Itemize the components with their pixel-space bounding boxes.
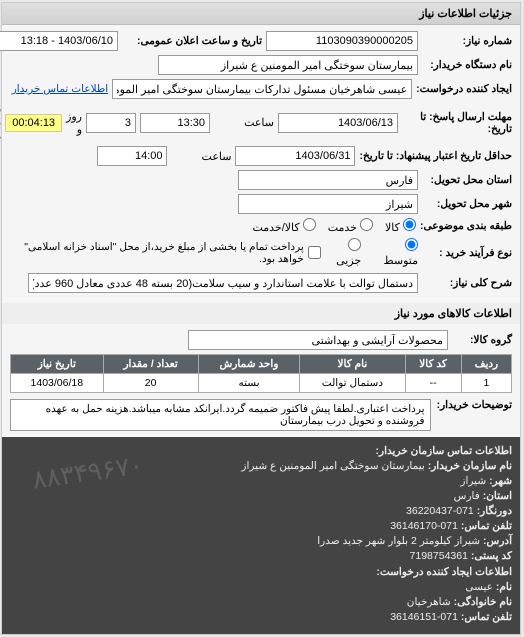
valid-date-input[interactable] — [236, 146, 356, 166]
creator-input[interactable] — [113, 79, 413, 99]
cell-unit: بسته — [199, 374, 301, 393]
c-phone-label: تلفن تماس: — [462, 520, 513, 532]
col-row: ردیف — [462, 355, 512, 374]
process-label: نوع فرآیند خرید : — [423, 247, 513, 259]
deadline-date-input[interactable] — [279, 113, 399, 133]
buyer-note-text: پرداخت اعتباری.لطفا پیش فاکتور ضمیمه گرد… — [11, 399, 432, 431]
col-name: نام کالا — [301, 355, 406, 374]
panel-title: جزئیات اطلاعات نیاز — [3, 3, 521, 25]
desc-input[interactable] — [29, 273, 419, 293]
announce-input[interactable] — [0, 31, 119, 51]
c-org-label: نام سازمان خریدار: — [429, 460, 513, 472]
process-note: پرداخت تمام یا بخشی از مبلغ خرید،از محل … — [11, 241, 305, 265]
c-addr: شیراز کیلومتر 2 بلوار شهر جدید صدرا — [318, 535, 481, 547]
remain-time: 00:04:13 — [6, 114, 63, 132]
c-province: فارس — [455, 490, 481, 502]
contact-section: ۸۸۳۴۹۶۷۰ اطلاعات تماس سازمان خریدار: نام… — [3, 437, 521, 634]
items-section-title: اطلاعات کالاهای مورد نیاز — [3, 303, 521, 324]
process-radio-group: متوسط جزیی — [326, 238, 419, 267]
days-label: روز و — [67, 110, 83, 136]
group-input[interactable] — [189, 330, 449, 350]
deadline-time-input[interactable] — [141, 113, 211, 133]
cell-name: دستمال توالت — [301, 374, 406, 393]
province-label: استان محل تحویل: — [423, 174, 513, 186]
table-header-row: ردیف کد کالا نام کالا واحد شمارش تعداد /… — [12, 355, 513, 374]
cell-qty: 20 — [104, 374, 199, 393]
radio-service[interactable]: خدمت — [329, 218, 374, 234]
c-org: بیمارستان سوختگی امیر المومنین ع شیراز — [242, 460, 425, 472]
col-qty: تعداد / مقدار — [104, 355, 199, 374]
city-label: شهر محل تحویل: — [423, 198, 513, 210]
c-name-label: نام: — [497, 581, 513, 593]
c-name: عیسی — [466, 581, 494, 593]
announce-label: تاریخ و ساعت اعلان عمومی: — [123, 35, 263, 47]
budget-label: طبقه بندی موضوعی: — [421, 220, 513, 232]
radio-goods[interactable]: کالا — [386, 218, 417, 234]
c-city: شیراز — [461, 475, 487, 487]
buyer-org-label: نام دستگاه خریدار: — [423, 59, 513, 71]
c-post: 7198754361 — [411, 550, 469, 562]
creator-label: ایجاد کننده درخواست: — [417, 83, 513, 95]
days-input[interactable] — [87, 113, 137, 133]
cell-date: 1403/06/18 — [12, 374, 105, 393]
radio-goods-service[interactable]: کالا/خدمت — [253, 218, 316, 234]
items-table: ردیف کد کالا نام کالا واحد شمارش تعداد /… — [11, 354, 513, 393]
c-fax: 071-36220437 — [407, 505, 475, 517]
c-fax-label: دورنگار: — [478, 505, 513, 517]
c-lname-label: نام خانوادگی: — [455, 596, 513, 608]
need-number-label: شماره نیاز: — [423, 35, 513, 47]
cell-idx: 1 — [462, 374, 512, 393]
col-code: کد کالا — [406, 355, 462, 374]
col-date: تاریخ نیاز — [12, 355, 105, 374]
c-cphone: 071-36146151 — [391, 611, 459, 623]
buyer-note-label: توضیحات خریدار: — [438, 399, 513, 411]
province-input[interactable] — [239, 170, 419, 190]
table-row[interactable]: 1 -- دستمال توالت بسته 20 1403/06/18 — [12, 374, 513, 393]
treasury-checkbox[interactable] — [309, 246, 322, 259]
need-details-panel: جزئیات اطلاعات نیاز شماره نیاز: تاریخ و … — [2, 2, 522, 635]
valid-label: حداقل تاریخ اعتبار پیشنهاد: تا تاریخ: — [360, 150, 513, 162]
remain-label: ساعت باقی مانده — [0, 103, 2, 142]
c-post-label: کد پستی: — [472, 550, 513, 562]
group-label: گروه کالا: — [453, 334, 513, 346]
radio-part[interactable]: جزیی — [326, 238, 362, 267]
time-label-1: ساعت — [215, 116, 275, 129]
deadline-label: مهلت ارسال پاسخ: تا تاریخ: — [403, 111, 513, 135]
contact-link[interactable]: اطلاعات تماس خریدار — [13, 83, 109, 95]
req-creator-title: اطلاعات ایجاد کننده درخواست: — [377, 566, 513, 578]
radio-mid[interactable]: متوسط — [374, 238, 419, 267]
c-addr-label: آدرس: — [484, 535, 513, 547]
c-lname: شاهرخیان — [408, 596, 452, 608]
form-body: شماره نیاز: تاریخ و ساعت اعلان عمومی: نا… — [3, 25, 521, 303]
subject-radio-group: کالا خدمت کالا/خدمت — [253, 218, 417, 234]
time-label-2: ساعت — [172, 150, 232, 163]
c-cphone-label: تلفن تماس: — [462, 611, 513, 623]
desc-label: شرح کلی نیاز: — [423, 277, 513, 289]
valid-time-input[interactable] — [98, 146, 168, 166]
c-phone: 071-36146170 — [391, 520, 459, 532]
cell-code: -- — [406, 374, 462, 393]
contact-title: اطلاعات تماس سازمان خریدار: — [377, 445, 513, 457]
c-city-label: شهر: — [490, 475, 513, 487]
buyer-org-input[interactable] — [159, 55, 419, 75]
col-unit: واحد شمارش — [199, 355, 301, 374]
city-input[interactable] — [239, 194, 419, 214]
need-number-input[interactable] — [267, 31, 419, 51]
c-province-label: استان: — [484, 490, 513, 502]
